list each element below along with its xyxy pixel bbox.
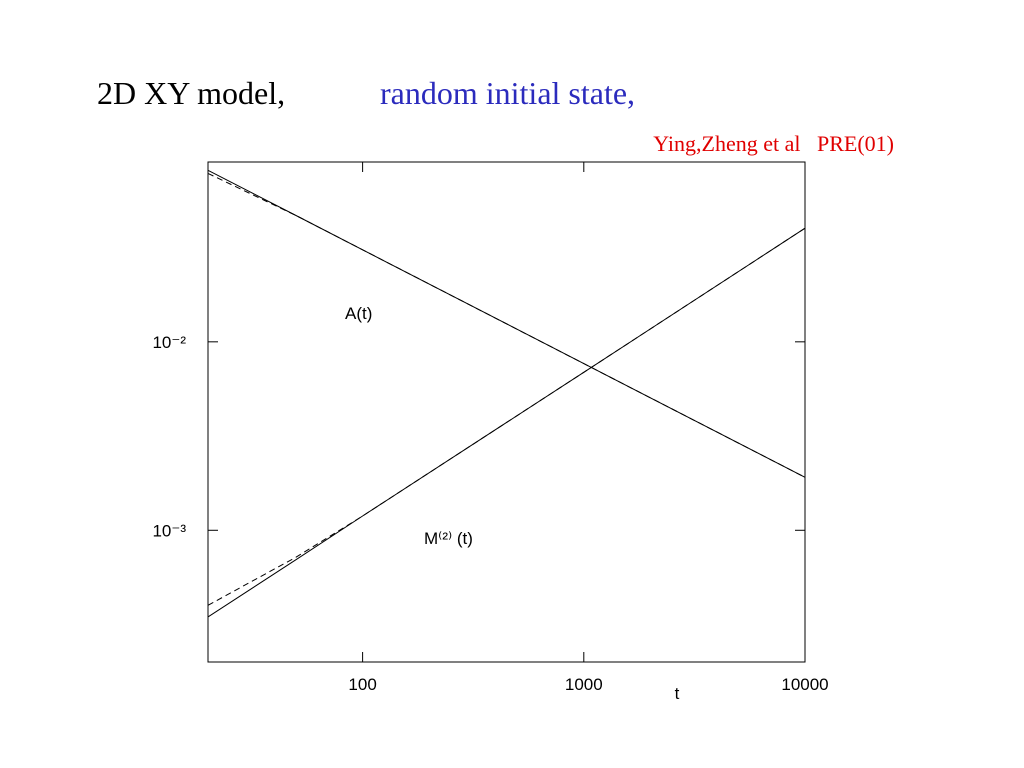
x-tick-label: 100: [348, 675, 376, 694]
x-axis-label: t: [675, 684, 680, 703]
annotation: M⁽²⁾ (t): [424, 529, 473, 548]
x-tick-label: 1000: [565, 675, 603, 694]
y-tick-label: 10⁻³: [152, 521, 186, 540]
y-tick-label: 10⁻²: [152, 333, 186, 352]
x-tick-label: 10000: [781, 675, 828, 694]
data-line: [207, 227, 806, 606]
title: 2D XY model,: [97, 75, 285, 111]
annotation: A(t): [345, 304, 372, 323]
data-line: [207, 172, 806, 478]
citation: Ying,Zheng et al PRE(01): [653, 131, 894, 156]
plot-frame: [207, 161, 806, 663]
subtitle: random initial state,: [380, 75, 635, 111]
